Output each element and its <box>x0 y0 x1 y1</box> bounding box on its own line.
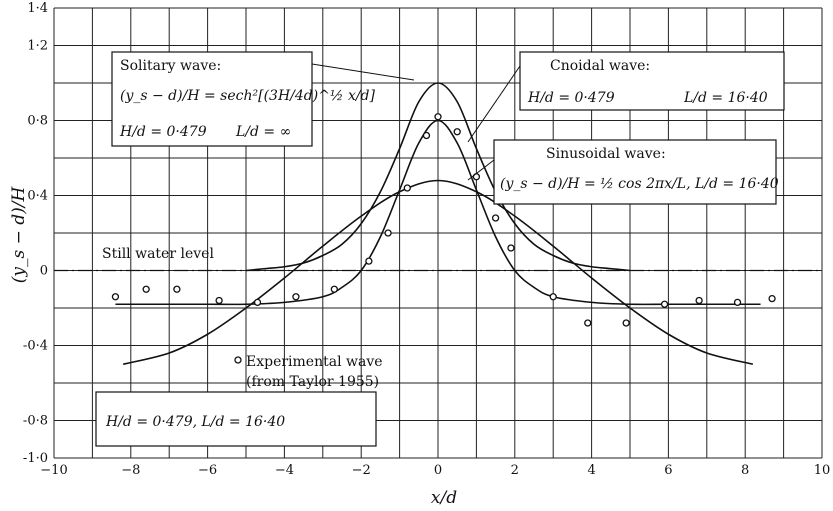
sinusoidal-title: Sinusoidal wave: <box>546 146 666 162</box>
experimental-source: (from Taylor 1955) <box>246 374 379 390</box>
experimental-point <box>422 131 431 140</box>
x-tick-label: 10 <box>814 463 831 478</box>
solitary-box <box>111 51 313 147</box>
solitary-leader <box>311 63 415 81</box>
experimental-point <box>453 128 461 136</box>
cnoidal-params-l: L/d = 16·40 <box>683 90 768 106</box>
y-axis-label: (y_s − d)/H <box>9 186 29 284</box>
x-axis-label: x/d <box>431 488 457 508</box>
experimental-label: Experimental wave <box>246 354 383 370</box>
experimental-point <box>142 285 150 293</box>
solitary-formula: (y_s − d)/H = sech²[(3H/4d)^½ x/d] <box>120 88 376 104</box>
experimental-point <box>173 285 181 293</box>
x-tick-label: −8 <box>121 463 140 478</box>
experimental-point <box>549 293 557 301</box>
y-tick-label: -0·8 <box>23 414 48 429</box>
experimental-point <box>768 294 776 303</box>
experimental-point <box>253 298 262 307</box>
cnoidal-title: Cnoidal wave: <box>550 58 650 74</box>
x-tick-label: 4 <box>587 463 595 478</box>
y-tick-label: 1·2 <box>27 39 48 54</box>
sinusoidal-leader <box>467 159 495 181</box>
experimental-point <box>215 296 223 305</box>
x-tick-label: −10 <box>40 463 67 478</box>
y-tick-label: 0 <box>40 264 48 279</box>
y-tick-label: 0·8 <box>27 114 48 129</box>
solitary-params-l: L/d = ∞ <box>235 124 291 140</box>
sinusoidal-wave-curve <box>122 179 754 366</box>
y-tick-label: 1·4 <box>27 1 48 16</box>
x-tick-label: 6 <box>664 463 672 478</box>
sinusoidal-formula: (y_s − d)/H = ½ cos 2πx/L, L/d = 16·40 <box>500 176 779 192</box>
experimental-point <box>434 113 442 121</box>
tick-labels: −10 −8 −6 −4 −2 0 2 4 6 8 10 1·4 1·2 0·8 0·4 0 -0·4 -0·8 -… <box>23 1 830 478</box>
cnoidal-params-h: H/d = 0·479 <box>527 90 615 106</box>
curves <box>115 82 761 366</box>
experimental-point <box>403 184 411 192</box>
x-tick-label: −4 <box>275 463 294 478</box>
experimental-point <box>292 293 300 301</box>
bottom-params-box <box>95 391 377 447</box>
cnoidal-box <box>519 51 785 111</box>
x-tick-label: 8 <box>741 463 749 478</box>
still-water-label: Still water level <box>102 246 214 262</box>
x-tick-label: 0 <box>434 463 442 478</box>
experimental-legend-marker <box>234 356 242 364</box>
x-tick-label: 2 <box>511 463 519 478</box>
y-tick-label: -0·4 <box>23 339 48 354</box>
experimental-point <box>384 229 392 237</box>
solitary-params-h: H/d = 0·479 <box>119 124 207 140</box>
y-tick-label: -1·0 <box>23 451 48 466</box>
experimental-point <box>733 298 742 307</box>
y-tick-label: 0·4 <box>27 189 48 204</box>
experimental-point <box>330 285 338 293</box>
experimental-point <box>622 319 630 327</box>
solitary-wave-curve <box>245 82 631 272</box>
bottom-params: H/d = 0·479, L/d = 16·40 <box>105 414 285 430</box>
experimental-point <box>507 244 515 252</box>
experimental-point <box>695 296 703 305</box>
sinusoidal-box <box>493 139 777 205</box>
experimental-point <box>111 293 120 301</box>
experimental-point <box>584 319 592 327</box>
solitary-title: Solitary wave: <box>120 58 221 74</box>
experimental-point <box>660 300 669 308</box>
experimental-points <box>111 113 776 327</box>
cnoidal-wave-curve <box>115 119 761 306</box>
x-tick-label: −2 <box>352 463 371 478</box>
experimental-point <box>491 214 500 222</box>
experimental-point <box>365 257 373 265</box>
x-tick-label: −6 <box>198 463 217 478</box>
cnoidal-leader <box>467 65 521 143</box>
